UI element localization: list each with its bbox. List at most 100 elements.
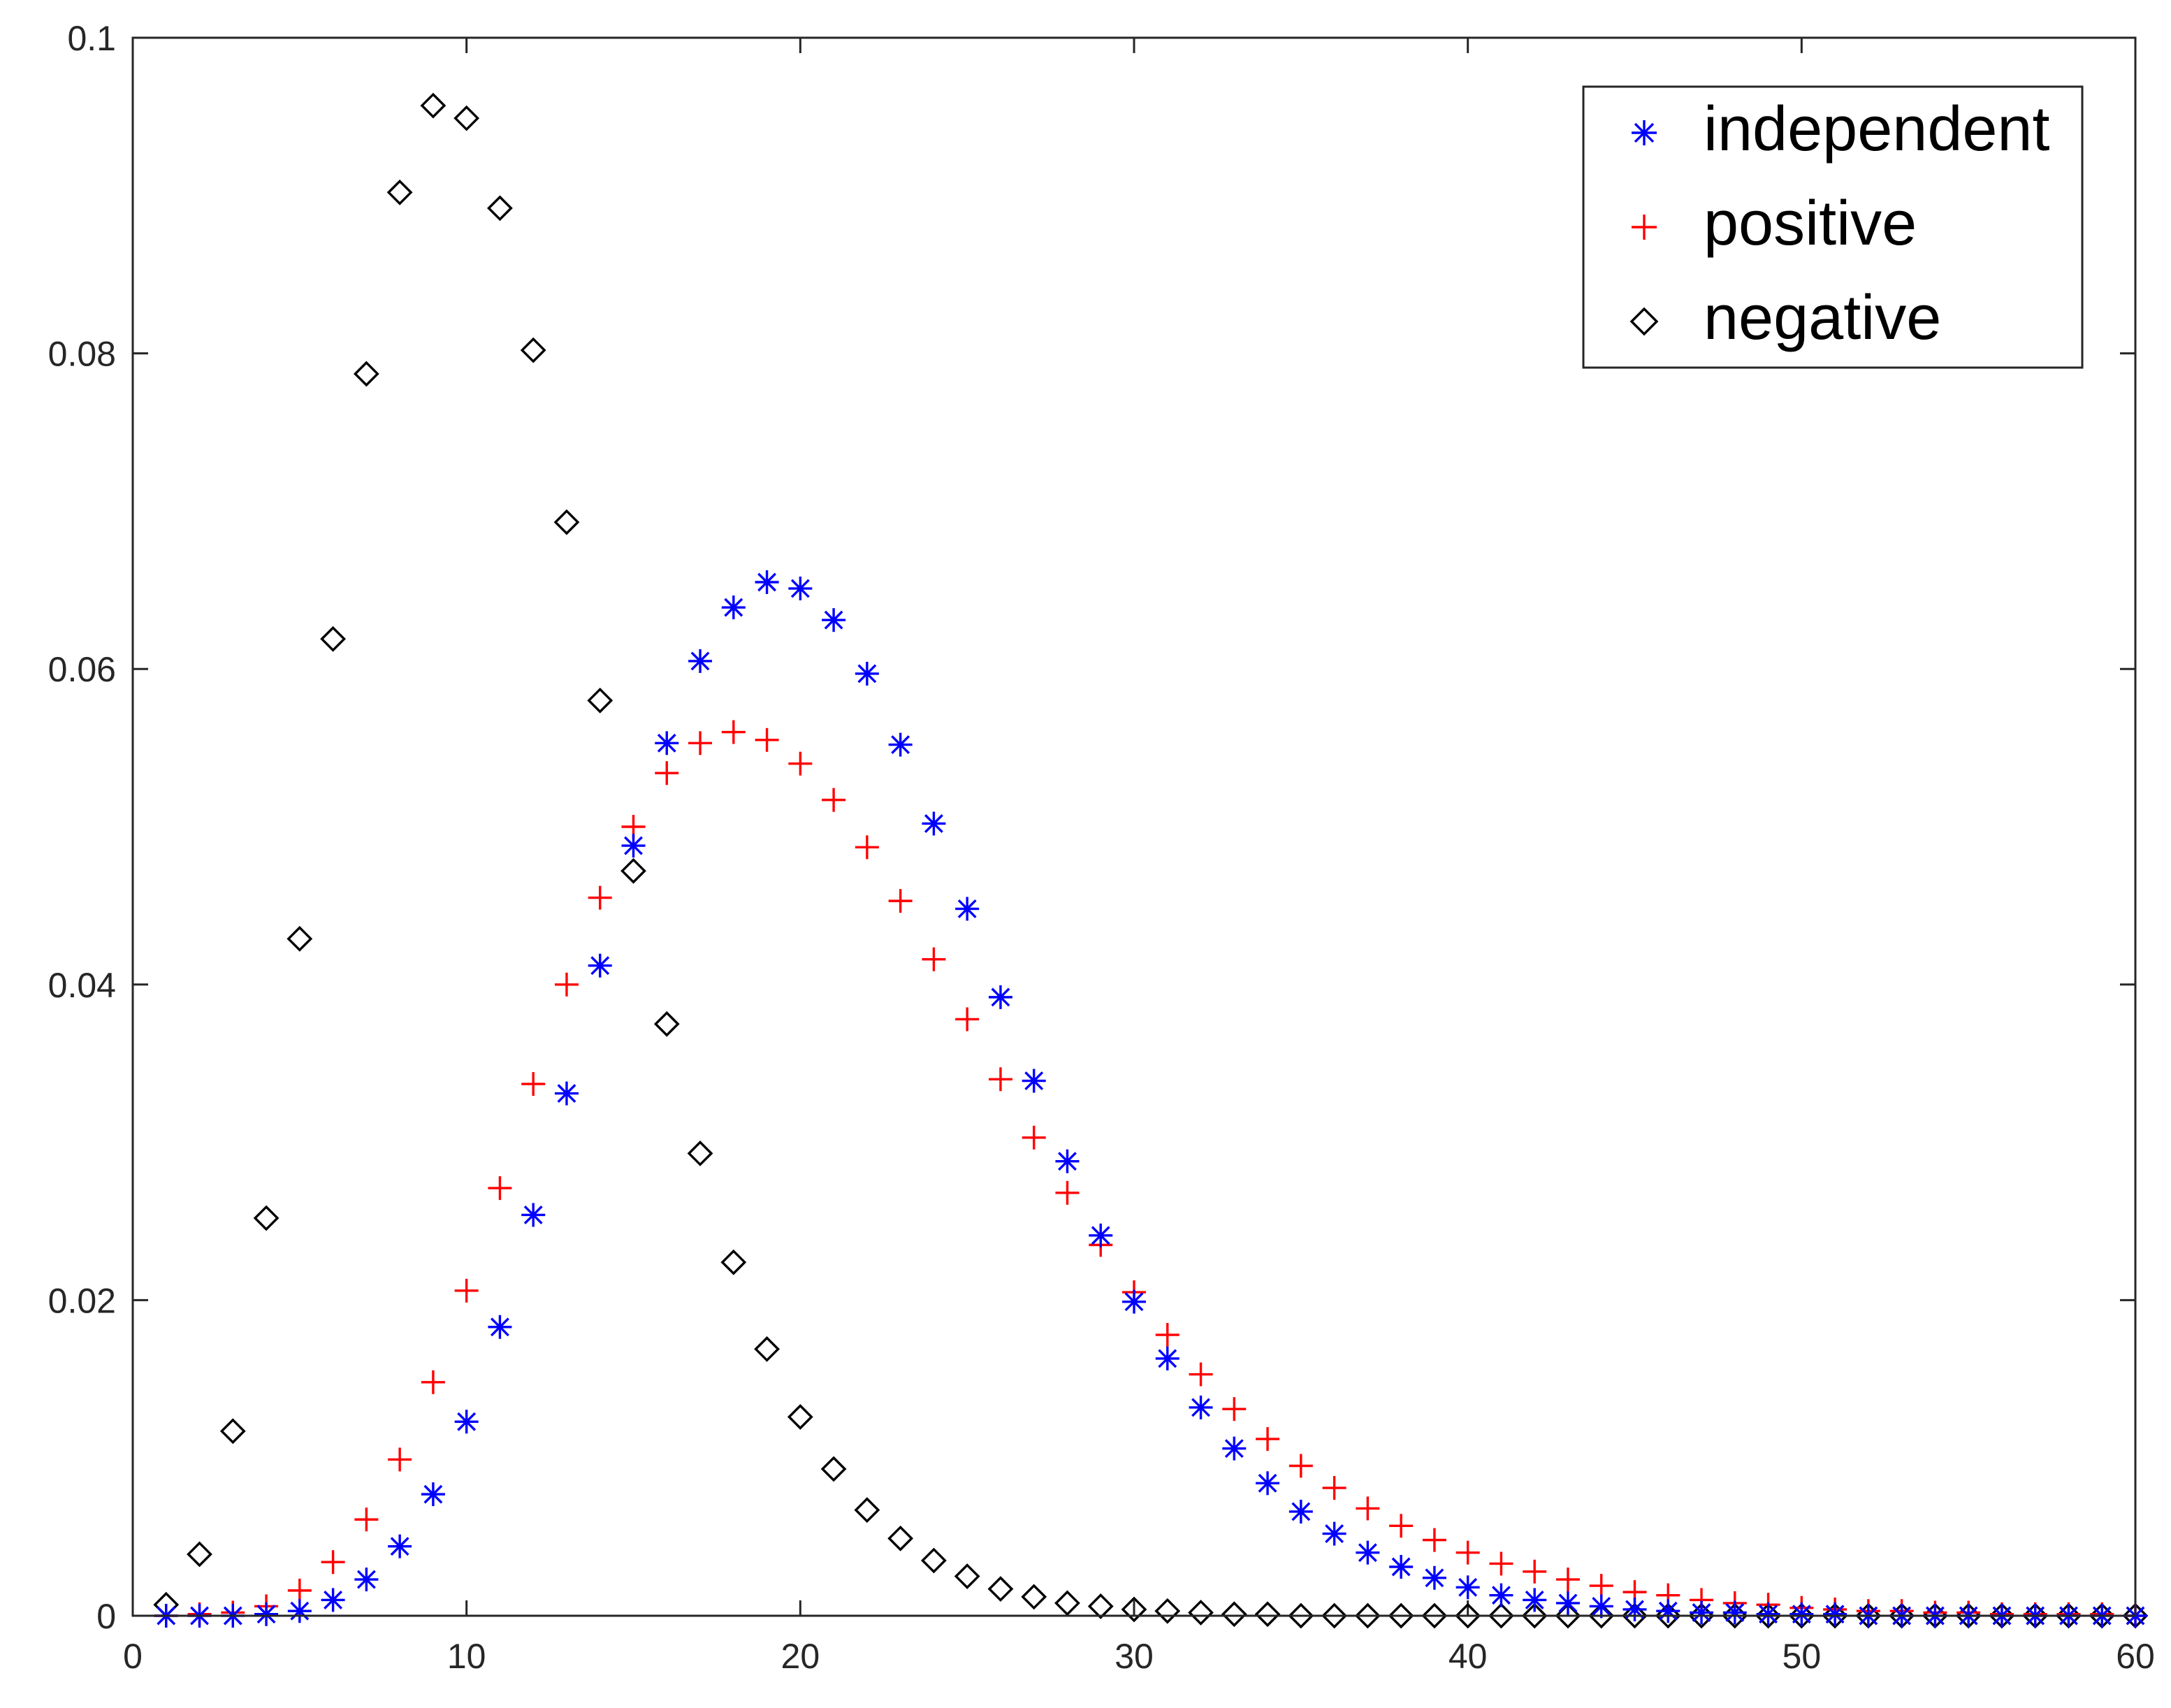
y-tick-label: 0.08	[48, 335, 116, 374]
negative-point	[1321, 1602, 1348, 1629]
independent-point	[855, 661, 879, 686]
independent-point	[354, 1568, 379, 1592]
negative-point	[1822, 1602, 1848, 1629]
negative-point	[1755, 1602, 1781, 1629]
positive-point	[354, 1507, 379, 1532]
data-marks	[153, 92, 2149, 1629]
independent-point	[554, 1081, 579, 1106]
negative-point	[1421, 1602, 1448, 1629]
independent-point	[1656, 1599, 1680, 1623]
independent-point	[1222, 1436, 1247, 1461]
positive-point	[1555, 1568, 1580, 1592]
independent-point	[1155, 1346, 1179, 1370]
negative-point	[1488, 1602, 1514, 1629]
negative-point	[253, 1205, 279, 1231]
independent-point	[1055, 1149, 1080, 1173]
independent-point	[1756, 1602, 1780, 1626]
negative-point	[286, 925, 313, 952]
negative-point	[1121, 1596, 1147, 1623]
negative-point	[687, 1141, 713, 1166]
independent-point	[1422, 1565, 1446, 1590]
negative-point	[854, 1497, 880, 1524]
y-tick-label: 0.06	[48, 650, 116, 689]
positive-point	[1155, 1323, 1179, 1347]
positive-point	[1455, 1540, 1480, 1565]
negative-point	[1588, 1602, 1615, 1629]
independent-point	[1189, 1395, 1213, 1419]
negative-point	[1154, 1598, 1181, 1624]
positive-point	[988, 1067, 1012, 1092]
positive-point	[755, 728, 779, 752]
legend-marker-negative	[1629, 307, 1659, 336]
x-tick-label: 10	[447, 1637, 486, 1676]
negative-point	[320, 625, 347, 652]
independent-point	[287, 1599, 312, 1623]
positive-point	[1055, 1180, 1080, 1205]
negative-point	[1188, 1600, 1214, 1626]
independent-point	[321, 1588, 345, 1612]
positive-point	[1589, 1574, 1613, 1598]
positive-point	[554, 972, 579, 997]
positive-point	[688, 731, 713, 755]
independent-point	[254, 1602, 279, 1626]
x-tick-label: 50	[1782, 1637, 1822, 1676]
positive-point	[1022, 1125, 1046, 1150]
independent-point	[1022, 1069, 1046, 1093]
x-tick-label: 20	[781, 1637, 820, 1676]
independent-point	[655, 731, 679, 755]
positive-point	[888, 889, 913, 913]
negative-point	[219, 1418, 246, 1445]
positive-point	[1356, 1496, 1380, 1521]
independent-point	[1555, 1591, 1580, 1615]
independent-point	[1356, 1540, 1380, 1565]
positive-point	[1322, 1476, 1346, 1500]
independent-point	[1722, 1600, 1747, 1625]
negative-point	[187, 1541, 212, 1568]
negative-point	[1254, 1601, 1281, 1628]
positive-point	[421, 1370, 445, 1394]
independent-point	[922, 811, 946, 836]
independent-point	[721, 595, 746, 620]
negative-point	[787, 1404, 813, 1430]
legend-marker-independent	[1632, 120, 1657, 145]
x-tick-label: 40	[1448, 1637, 1488, 1676]
positive-point	[388, 1447, 412, 1472]
negative-point	[987, 1576, 1014, 1602]
legend-box	[1582, 85, 2084, 369]
positive-point	[655, 761, 679, 786]
negative-point	[920, 1547, 947, 1574]
negative-point	[1054, 1590, 1080, 1616]
positive-point	[721, 720, 746, 744]
positive-point	[955, 1007, 980, 1032]
plot-area-frame	[131, 36, 2137, 1617]
independent-point	[1523, 1588, 1547, 1612]
positive-point	[521, 1072, 546, 1097]
positive-point	[1489, 1551, 1513, 1576]
negative-point	[620, 857, 646, 884]
independent-point	[1288, 1499, 1313, 1524]
positive-point	[1189, 1362, 1213, 1387]
independent-point	[788, 577, 813, 601]
independent-point	[1256, 1471, 1280, 1496]
positive-point	[1222, 1397, 1247, 1421]
negative-point	[420, 92, 446, 119]
legend-symbol-positive	[1632, 215, 1657, 240]
negative-point	[754, 1336, 780, 1362]
negative-point	[887, 1525, 914, 1551]
negative-point	[520, 337, 546, 363]
negative-point	[820, 1456, 847, 1482]
independent-point	[1322, 1521, 1346, 1546]
independent-point	[421, 1482, 445, 1507]
independent-point	[488, 1315, 512, 1339]
independent-point	[1122, 1289, 1146, 1314]
negative-point	[487, 195, 513, 222]
positive-point	[287, 1578, 312, 1602]
independent-point	[688, 649, 713, 673]
positive-point	[1523, 1559, 1547, 1584]
positive-point	[488, 1176, 512, 1201]
legend-symbol-independent	[1632, 120, 1657, 145]
negative-point	[1087, 1593, 1114, 1619]
independent-point	[621, 834, 646, 858]
negative-point	[720, 1249, 747, 1275]
